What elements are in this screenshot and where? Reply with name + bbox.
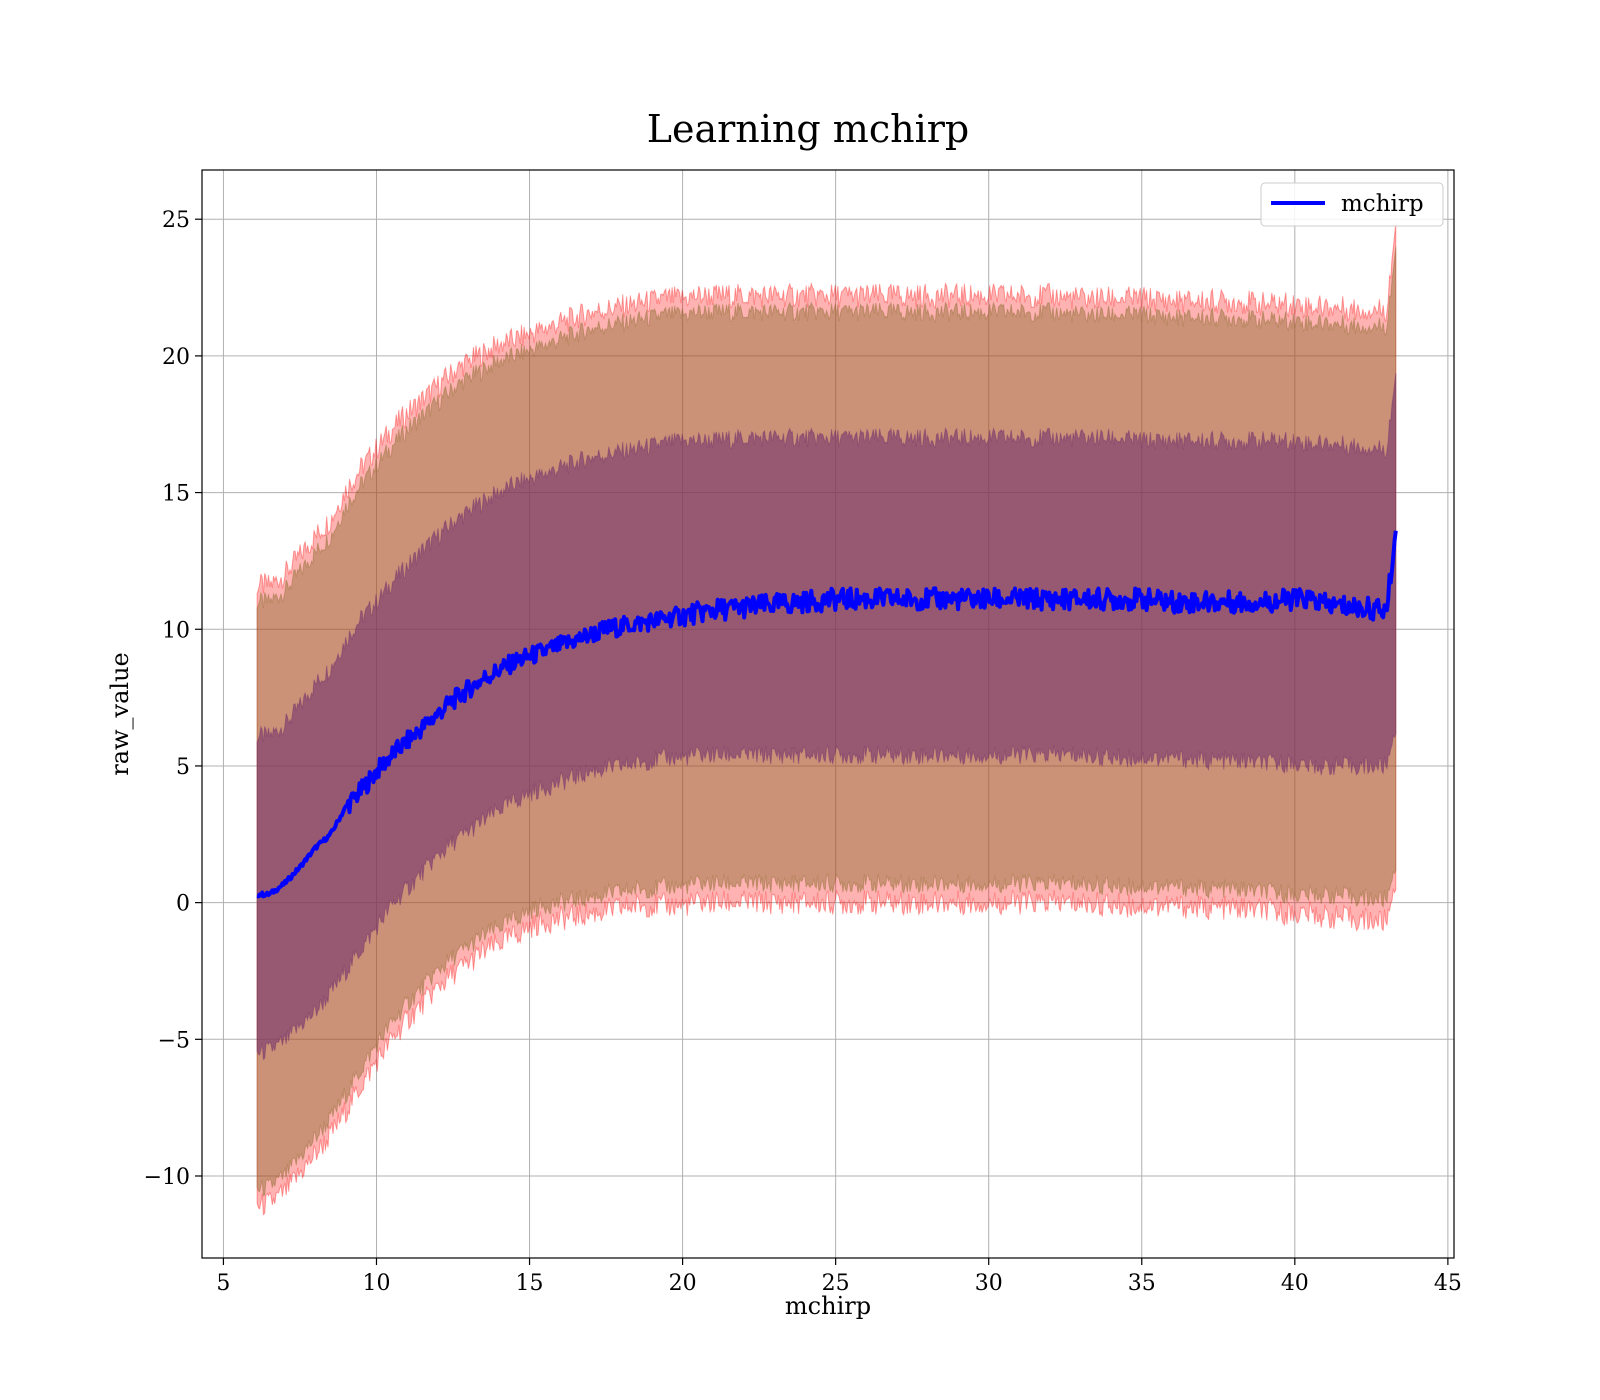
x-tick-label: 15: [516, 1271, 544, 1296]
x-axis-label: mchirp: [785, 1292, 871, 1320]
legend-box: [1260, 182, 1444, 227]
y-tick-label: 15: [162, 482, 190, 507]
x-tick-label: 20: [669, 1271, 697, 1296]
mean-line-layer: [256, 530, 1398, 899]
y-tick-label: 20: [162, 345, 190, 370]
y-tick-label: −5: [158, 1028, 190, 1053]
y-tick-label: 10: [162, 618, 190, 643]
series-line-mchirp: [256, 530, 1398, 899]
x-tick-label: 35: [1128, 1271, 1156, 1296]
y-tick-label: 5: [176, 755, 190, 780]
band-1-sigma: [256, 373, 1397, 1061]
x-tick-label: 25: [822, 1271, 850, 1296]
x-tick-label: 10: [362, 1271, 390, 1296]
y-axis-ticks: −10 −5 0 5 10 15 20 25: [144, 208, 202, 1190]
plot-frame: [201, 169, 1455, 1259]
legend-label-mchirp: mchirp: [1341, 191, 1424, 217]
x-tick-label: 45: [1434, 1271, 1462, 1296]
y-tick-label: 25: [162, 208, 190, 233]
x-tick-label: 5: [216, 1271, 230, 1296]
x-tick-label: 40: [1281, 1271, 1309, 1296]
x-axis-ticks: 5 10 15 20 25 30 35 40 45: [216, 1258, 1462, 1296]
y-tick-label: 0: [176, 892, 190, 917]
legend: mchirp: [1260, 182, 1444, 227]
y-tick-label: −10: [144, 1165, 190, 1190]
y-axis-label: raw_value: [106, 652, 134, 776]
chart-title: Learning mchirp: [647, 107, 969, 151]
x-tick-label: 30: [975, 1271, 1003, 1296]
uncertainty-bands: [256, 222, 1397, 1216]
